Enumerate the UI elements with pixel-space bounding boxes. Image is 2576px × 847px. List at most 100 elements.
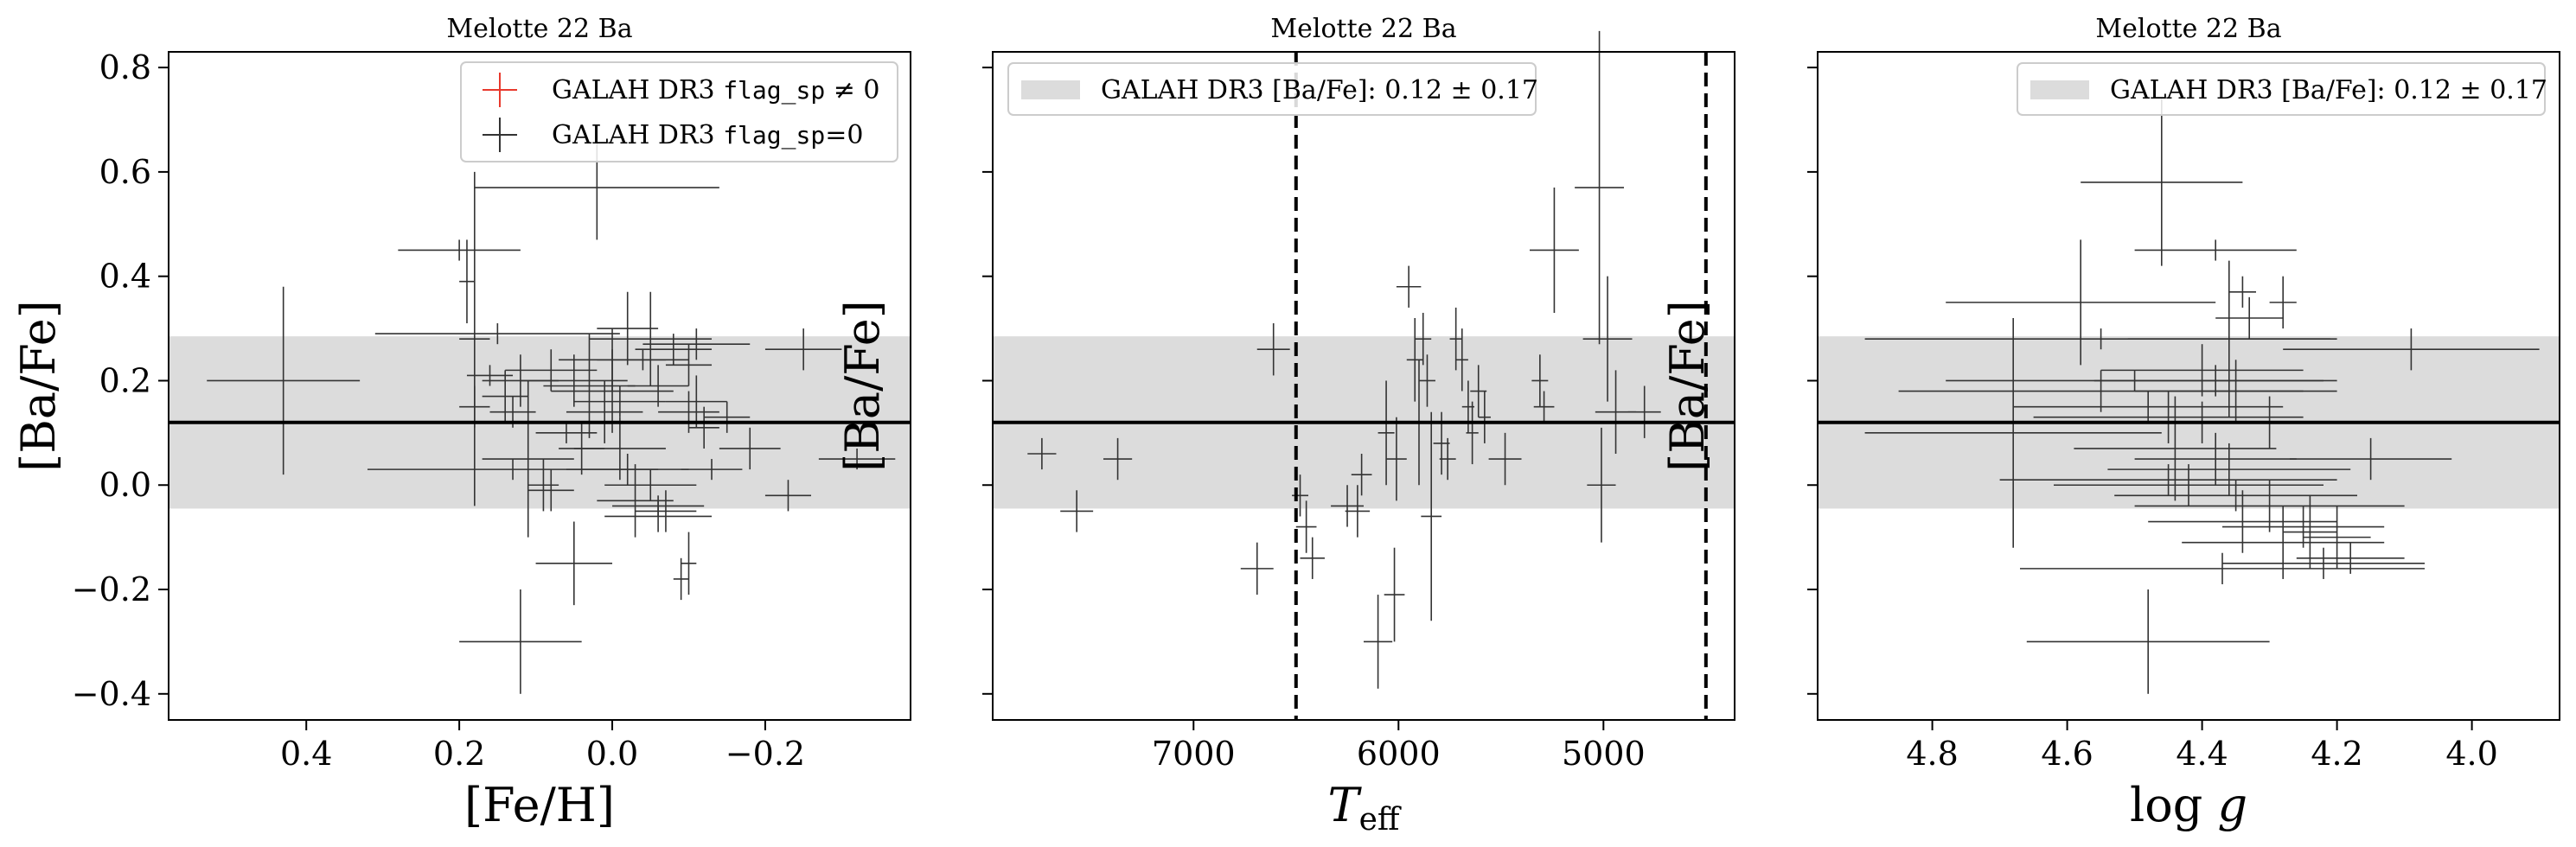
data-point [612,495,705,517]
x-axis-label: log g [2130,778,2247,832]
data-point [2303,506,2371,569]
data-point [1384,547,1405,642]
data-point [1421,411,1442,621]
x-tick-label: 0.0 [586,735,638,773]
data-point [673,557,689,601]
x-tick-label: 6000 [1357,735,1441,773]
legend-label-prefix: GALAH DR3 [552,75,723,105]
legend-label: GALAH DR3 [Ba/Fe]: 0.12 ± 0.17 [2110,75,2547,105]
data-point [1396,265,1422,308]
data-point [627,365,689,407]
data-point [688,406,719,449]
y-tick-label: 0.2 [99,361,151,399]
legend-box [1007,62,1537,116]
data-point [2026,589,2270,694]
data-point [764,480,812,512]
data-point [1439,437,1456,481]
data-point [1531,354,1549,407]
x-tick-label: 7000 [1152,735,1236,773]
x-tick-label: 5000 [1562,735,1646,773]
data-point [374,323,620,345]
data-point [535,521,613,606]
panel-fe-h: 0.4 0.2 0.0 −0.2 −0.4 −0.2 0.0 0.2 0.4 0.6 0.8 Melo… [11,14,911,832]
data-point [658,391,719,433]
legend-label-flag: flag_sp [723,121,825,150]
data-point [1627,385,1661,438]
x-axis-label-main: log [2130,778,2218,832]
data-point [764,328,842,371]
data-point [1999,464,2337,496]
axes-frame [168,51,911,721]
data-point [207,286,361,475]
axes-frame [992,51,1735,721]
data-point [1466,401,1479,465]
legend-label: GALAH DR3 flag_sp=0 [552,120,863,150]
data-point [1377,380,1395,486]
data-point [482,370,528,423]
data-point [1529,188,1579,313]
legend-label-suffix: ≠ 0 [825,75,879,105]
data-point [2222,547,2425,579]
data-point [2054,464,2324,506]
data-point [1256,323,1290,376]
data-point [459,239,475,324]
data-point [1864,317,2162,548]
x-axis-label: Teff [1328,778,1402,837]
data-point [2134,432,2297,486]
data-point [818,448,896,470]
data-point [1386,417,1407,501]
data-point [1103,437,1133,481]
data-point [1946,239,2216,366]
data-point [1488,432,1522,486]
data-point [635,490,697,532]
x-tick-label: 4.0 [2445,735,2497,773]
data-point [665,344,713,386]
legend-box [2017,62,2546,116]
y-tick-label: −0.4 [72,675,151,713]
data-point [1060,490,1094,532]
legend-label-prefix: GALAH DR3 [552,120,723,150]
x-tick-label: 0.4 [280,735,332,773]
data-point [2020,552,2425,584]
data-point [2074,396,2277,501]
data-point [2283,495,2337,569]
x-tick-label: −0.2 [725,735,805,773]
data-point [704,401,751,433]
panel-title: Melotte 22 Ba [2095,14,2281,44]
data-point [566,454,689,486]
data-point [597,291,659,366]
data-point [535,422,598,443]
data-point [2134,239,2297,261]
data-point [1533,391,1555,423]
data-point [505,349,598,392]
panel-logg: 4.8 4.6 4.4 4.2 4.0 Melotte 22 Ba [Ba/Fe] log g… [1660,14,2560,832]
data-point [719,427,781,470]
data-point [527,469,574,512]
legend-label-suffix: =0 [825,120,863,150]
data-point [2215,296,2284,340]
data-point [597,464,674,538]
data-point [459,589,582,694]
data-point [551,349,674,433]
data-point [1415,312,1432,366]
data-point [2081,99,2243,266]
data-point [665,375,727,428]
legend-box [460,61,898,162]
y-tick-label: −0.2 [72,570,151,608]
panel-title: Melotte 22 Ba [1270,14,1456,44]
data-point [589,291,713,386]
data-point [1351,454,1372,496]
y-axis-label: [Ba/Fe] [11,300,66,472]
legend-band-patch [2030,80,2089,99]
data-point [1478,391,1491,443]
y-tick-label: 0.4 [99,258,151,296]
x-tick-label: 4.8 [1906,735,1958,773]
data-point [642,328,751,360]
data-point [2228,276,2256,308]
x-tick-label: 0.2 [433,735,485,773]
y-tick-label: 0.0 [99,466,151,504]
x-axis-label: [Fe/H] [464,778,615,832]
data-point [635,334,713,366]
data-point [2134,480,2405,532]
